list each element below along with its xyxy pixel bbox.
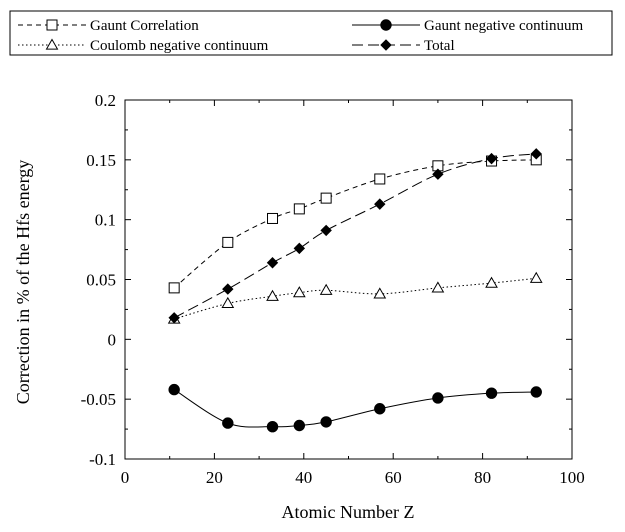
legend-box — [9, 10, 613, 56]
x-tick-label: 100 — [559, 468, 585, 487]
legend-marker-0 — [46, 19, 58, 31]
data-point-s3-0 — [168, 312, 180, 324]
legend-label-1: Gaunt negative continuum — [424, 18, 583, 34]
data-point-s3-8 — [530, 148, 542, 160]
series-line-0 — [173, 159, 537, 289]
data-point-s0-1 — [222, 236, 234, 248]
y-tick-label: 0.05 — [86, 271, 116, 290]
data-point-s3-4 — [320, 224, 332, 237]
data-point-s1-3 — [293, 419, 306, 432]
y-tick-label: 0.2 — [95, 91, 116, 110]
legend-label-2: Coulomb negative continuum — [90, 38, 269, 54]
data-point-s1-5 — [374, 403, 386, 415]
data-point-s2-1 — [221, 296, 235, 309]
plot-frame — [124, 99, 573, 460]
data-point-s2-2 — [266, 289, 279, 301]
y-tick-label: -0.1 — [89, 450, 116, 469]
data-point-s1-2 — [266, 420, 279, 433]
legend-marker-1 — [380, 19, 392, 31]
data-point-s0-2 — [267, 212, 279, 224]
data-point-s3-2 — [266, 257, 279, 269]
data-point-s2-6 — [431, 281, 445, 293]
y-tick-label: -0.05 — [81, 390, 116, 409]
y-axis-label: Correction in % of the Hfs energy — [13, 160, 33, 405]
data-point-s3-6 — [432, 168, 444, 180]
data-point-s3-1 — [222, 283, 234, 295]
data-point-s0-4 — [320, 192, 332, 204]
data-point-s1-8 — [530, 386, 542, 398]
data-point-s2-3 — [292, 286, 306, 298]
x-tick-label: 0 — [121, 468, 130, 487]
axes: 0 20 40 60 80 100 -0.1 -0.05 0 0.05 0.1 0.15 0.2 — [81, 91, 585, 487]
y-tick-label: 0.15 — [86, 151, 116, 170]
legend: Gaunt Correlation Gaunt negative continuu… — [9, 10, 613, 56]
legend-label-3: Total — [424, 38, 455, 54]
x-tick-label: 80 — [474, 468, 491, 487]
data-point-s2-4 — [319, 283, 333, 295]
x-tick-label: 60 — [385, 468, 402, 487]
legend-label-0: Gaunt Correlation — [90, 18, 199, 34]
data-point-s1-0 — [168, 383, 180, 396]
x-axis-label: Atomic Number Z — [282, 502, 415, 522]
series-line-3 — [173, 153, 537, 319]
legend-marker-2 — [45, 38, 59, 50]
y-tick-label: 0.1 — [95, 211, 116, 230]
data-point-s3-5 — [374, 198, 386, 210]
data-point-s0-3 — [293, 203, 305, 215]
data-point-s2-5 — [373, 287, 387, 299]
data-point-s1-6 — [432, 392, 444, 404]
plot-area — [167, 148, 543, 433]
data-point-s3-7 — [485, 152, 498, 165]
legend-marker-3 — [380, 39, 392, 51]
data-point-s1-4 — [320, 416, 332, 428]
data-point-s0-5 — [374, 173, 386, 185]
data-point-s2-7 — [485, 276, 498, 288]
data-point-s3-3 — [293, 242, 306, 255]
data-point-s0-0 — [168, 282, 180, 294]
data-point-s1-7 — [485, 387, 498, 399]
data-point-s2-8 — [529, 271, 543, 283]
data-point-s1-1 — [222, 417, 234, 429]
y-tick-label: 0 — [108, 330, 117, 349]
x-tick-label: 40 — [295, 468, 312, 487]
x-tick-label: 20 — [206, 468, 223, 487]
